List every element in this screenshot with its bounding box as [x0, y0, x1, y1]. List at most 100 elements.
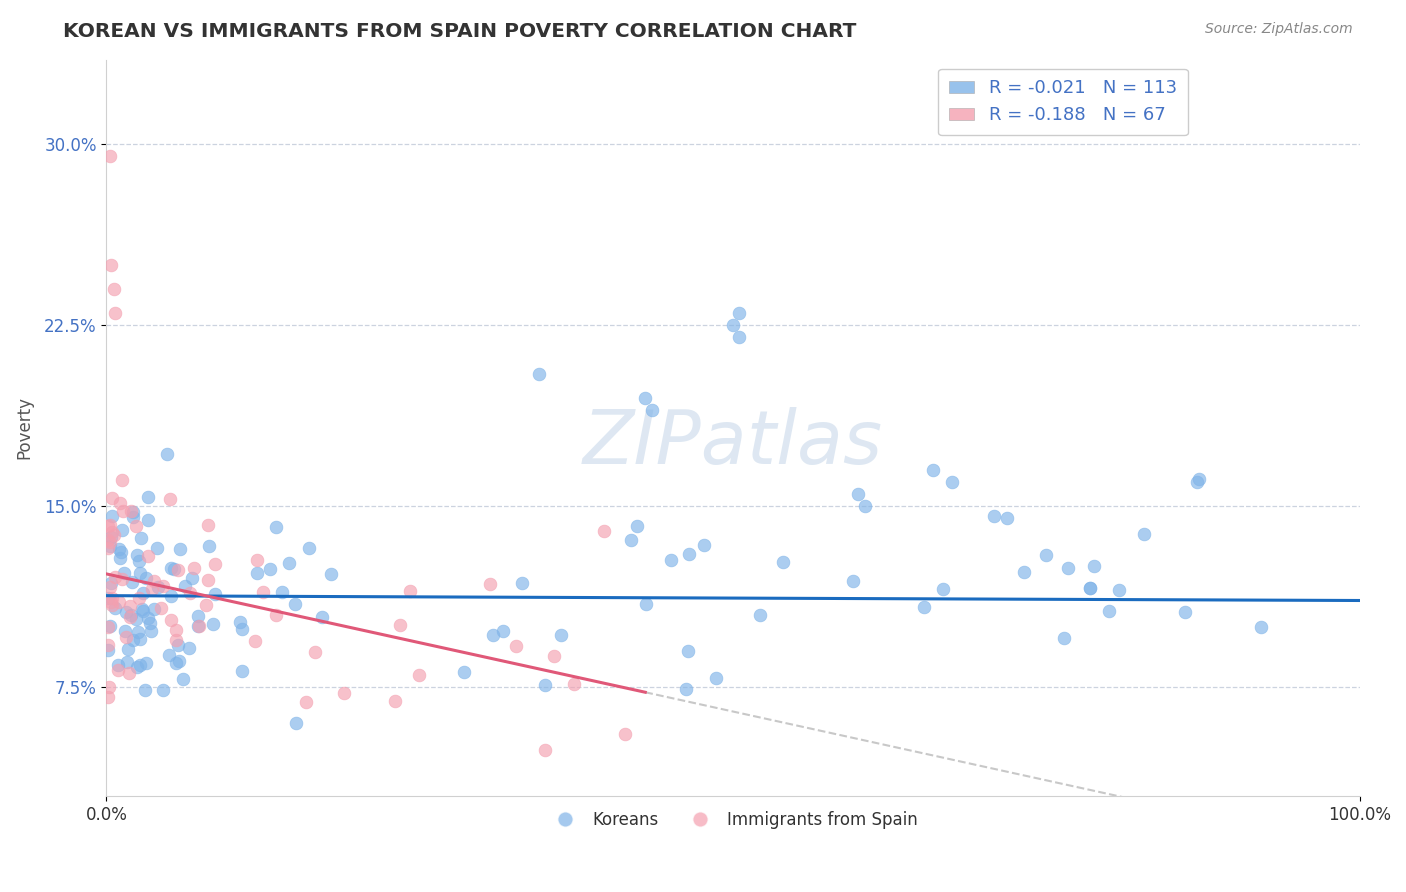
Point — [187, 608, 209, 623]
Point — [104, 570, 127, 584]
Point — [704, 671, 727, 685]
Point — [111, 504, 134, 518]
Point — [152, 683, 174, 698]
Point — [104, 306, 127, 320]
Point — [198, 539, 221, 553]
Point — [1078, 581, 1101, 595]
Point — [243, 634, 266, 648]
Point — [1053, 632, 1076, 646]
Text: KOREAN VS IMMIGRANTS FROM SPAIN POVERTY CORRELATION CHART: KOREAN VS IMMIGRANTS FROM SPAIN POVERTY … — [63, 22, 856, 41]
Point — [127, 624, 149, 639]
Point — [172, 672, 194, 686]
Point — [389, 617, 412, 632]
Point — [121, 505, 143, 519]
Point — [118, 665, 141, 680]
Point — [98, 149, 121, 163]
Point — [120, 504, 142, 518]
Point — [167, 563, 190, 577]
Point — [204, 587, 226, 601]
Point — [169, 542, 191, 557]
Point — [626, 519, 648, 533]
Point — [550, 628, 572, 642]
Point — [100, 595, 122, 609]
Point — [97, 519, 120, 533]
Point — [179, 586, 201, 600]
Point — [167, 638, 190, 652]
Point — [533, 678, 555, 692]
Point — [120, 599, 142, 613]
Point — [534, 743, 557, 757]
Point — [728, 306, 751, 320]
Point — [264, 519, 287, 533]
Point — [453, 665, 475, 679]
Point — [122, 632, 145, 647]
Point — [115, 630, 138, 644]
Point — [100, 599, 122, 613]
Point — [932, 582, 955, 596]
Point — [1185, 475, 1208, 490]
Point — [125, 612, 148, 626]
Point — [160, 613, 183, 627]
Point — [728, 330, 751, 344]
Point — [922, 463, 945, 477]
Point — [1108, 583, 1130, 598]
Point — [562, 677, 585, 691]
Point — [252, 584, 274, 599]
Point — [201, 617, 224, 632]
Point — [121, 509, 143, 524]
Point — [139, 615, 162, 630]
Point — [138, 513, 160, 527]
Point — [107, 663, 129, 677]
Point — [97, 620, 120, 634]
Point — [136, 549, 159, 564]
Point — [204, 558, 226, 572]
Point — [131, 586, 153, 600]
Point — [246, 566, 269, 580]
Point — [165, 656, 187, 670]
Point — [98, 539, 121, 553]
Point — [271, 584, 294, 599]
Point — [1083, 559, 1105, 574]
Point — [111, 473, 134, 487]
Point — [842, 574, 865, 588]
Point — [125, 519, 148, 533]
Point — [160, 560, 183, 574]
Point — [100, 580, 122, 594]
Point — [142, 574, 165, 588]
Point — [231, 664, 253, 678]
Point — [110, 545, 132, 559]
Point — [162, 562, 184, 576]
Point — [478, 577, 501, 591]
Point — [846, 487, 869, 501]
Point — [97, 643, 120, 657]
Point — [103, 528, 125, 542]
Point — [297, 541, 319, 556]
Point — [510, 576, 533, 591]
Point — [173, 579, 195, 593]
Point — [1250, 620, 1272, 634]
Point — [110, 523, 132, 537]
Point — [675, 681, 697, 696]
Point — [141, 582, 163, 596]
Point — [398, 584, 420, 599]
Point — [135, 656, 157, 670]
Point — [108, 550, 131, 565]
Point — [229, 615, 252, 629]
Point — [128, 591, 150, 606]
Point — [110, 496, 132, 510]
Point — [97, 639, 120, 653]
Point — [128, 554, 150, 568]
Point — [311, 610, 333, 624]
Point — [678, 547, 700, 561]
Point — [117, 642, 139, 657]
Point — [482, 628, 505, 642]
Point — [197, 517, 219, 532]
Point — [157, 648, 180, 662]
Point — [264, 607, 287, 622]
Point — [111, 572, 134, 586]
Point — [593, 524, 616, 539]
Point — [121, 575, 143, 590]
Point — [721, 318, 744, 333]
Point — [127, 660, 149, 674]
Point — [941, 475, 963, 490]
